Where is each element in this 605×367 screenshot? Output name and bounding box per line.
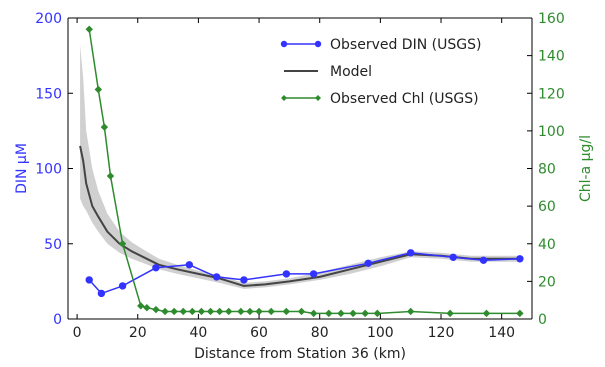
chl-point bbox=[179, 307, 187, 316]
chl-point bbox=[309, 309, 318, 318]
left-y-tick-label: 0 bbox=[53, 312, 62, 328]
legend-entry-label: Observed DIN (USGS) bbox=[330, 37, 481, 53]
model-uncertainty-band bbox=[80, 45, 520, 289]
legend-marker bbox=[281, 95, 287, 101]
right-y-tick-label: 120 bbox=[538, 86, 565, 102]
din-point bbox=[449, 253, 457, 261]
chl-point bbox=[215, 307, 224, 316]
right-y-tick-label: 160 bbox=[538, 11, 565, 27]
chl-point bbox=[337, 309, 345, 318]
x-tick-label: 0 bbox=[73, 325, 82, 341]
chl-point bbox=[188, 307, 197, 316]
din-point bbox=[309, 270, 318, 278]
chl-point bbox=[297, 307, 306, 316]
chl-point bbox=[446, 309, 454, 318]
din-point bbox=[479, 256, 488, 264]
model-uncertainty-band-layer bbox=[80, 45, 520, 289]
chl-point bbox=[516, 309, 524, 318]
x-axis-label: Distance from Station 36 (km) bbox=[194, 346, 406, 362]
left-y-tick-label: 150 bbox=[35, 86, 62, 102]
x-tick-label: 140 bbox=[488, 325, 515, 341]
chl-point bbox=[206, 307, 215, 316]
legend-entry-label: Model bbox=[330, 64, 372, 80]
chl-point bbox=[225, 307, 233, 316]
din-point bbox=[212, 273, 221, 281]
chl-point bbox=[373, 309, 382, 318]
chl-point bbox=[85, 25, 93, 33]
ticks-layer: 0 20 40 60 80 100 120 140 0 50 100 150 200 0 20 40 60 80 1… bbox=[35, 11, 564, 341]
din-point bbox=[364, 259, 372, 267]
chl-point bbox=[267, 307, 275, 316]
legend: Observed DIN (USGS) Model Observed Chl (US… bbox=[280, 37, 481, 107]
right-y-tick-label: 100 bbox=[538, 124, 565, 140]
left-y-tick-label: 100 bbox=[35, 162, 62, 178]
din-point bbox=[240, 276, 248, 284]
din-point bbox=[516, 255, 524, 263]
chl-point bbox=[170, 307, 178, 316]
din-point bbox=[97, 289, 106, 298]
chl-point bbox=[152, 305, 160, 314]
model-line bbox=[79, 145, 520, 287]
din-point bbox=[407, 249, 415, 257]
right-y-axis-label: Chl-a μg/l bbox=[578, 135, 594, 202]
din-point bbox=[185, 261, 194, 269]
chl-point bbox=[282, 307, 291, 316]
chl-point bbox=[349, 309, 357, 318]
left-y-tick-label: 50 bbox=[44, 237, 62, 253]
legend-marker bbox=[314, 40, 322, 48]
legend-marker bbox=[280, 40, 288, 48]
din-line bbox=[88, 252, 520, 295]
x-tick-label: 100 bbox=[367, 325, 394, 341]
chl-point bbox=[137, 302, 145, 310]
right-y-tick-label: 40 bbox=[538, 237, 556, 253]
x-tick-label: 20 bbox=[129, 325, 147, 341]
chl-point bbox=[482, 309, 491, 318]
din-point bbox=[282, 270, 291, 278]
chl-point bbox=[246, 307, 254, 316]
chl-point bbox=[255, 307, 263, 316]
chl-point bbox=[406, 307, 415, 316]
din-point bbox=[152, 264, 160, 272]
x-tick-label: 120 bbox=[428, 325, 455, 341]
right-y-tick-label: 60 bbox=[538, 199, 556, 215]
right-y-tick-label: 20 bbox=[538, 274, 556, 290]
chl-point bbox=[237, 307, 245, 316]
right-y-tick-label: 0 bbox=[538, 312, 547, 328]
chl-point bbox=[161, 307, 169, 316]
din-point bbox=[85, 276, 93, 284]
left-y-axis-label: DIN μM bbox=[14, 143, 30, 194]
chl-point bbox=[325, 309, 333, 318]
legend-entry-label: Observed Chl (USGS) bbox=[330, 91, 479, 107]
chl-point bbox=[100, 123, 109, 131]
x-tick-label: 80 bbox=[311, 325, 329, 341]
chl-point bbox=[118, 240, 127, 248]
x-tick-label: 60 bbox=[250, 325, 268, 341]
chl-point bbox=[94, 85, 103, 94]
legend-marker bbox=[315, 95, 321, 101]
x-tick-label: 40 bbox=[189, 325, 207, 341]
right-y-tick-label: 140 bbox=[538, 49, 565, 65]
din-point bbox=[118, 282, 127, 290]
chl-point bbox=[143, 304, 151, 312]
chl-point bbox=[361, 309, 369, 318]
left-y-tick-label: 200 bbox=[35, 11, 62, 27]
chl-point bbox=[106, 172, 115, 180]
chl-point bbox=[197, 307, 206, 316]
series-layer bbox=[79, 25, 524, 318]
right-y-tick-label: 80 bbox=[538, 162, 556, 178]
